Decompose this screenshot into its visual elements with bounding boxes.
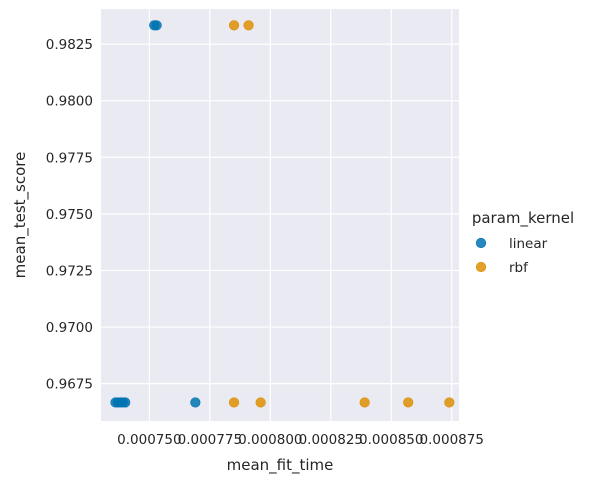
legend-label-rbf: rbf: [509, 260, 529, 276]
legend-marker-rbf: [475, 261, 487, 273]
x-tick-label: 0.000775: [178, 432, 242, 448]
data-point-rbf: [403, 397, 414, 408]
data-point-rbf: [359, 397, 370, 408]
x-tick-label: 0.000825: [299, 432, 363, 448]
data-point-rbf: [228, 20, 240, 31]
x-tick-label: 0.000800: [238, 432, 302, 448]
y-tick-label: 0.9725: [46, 263, 93, 279]
x-axis-ticks: 0.0007500.0007750.0008000.0008250.000850…: [117, 432, 484, 448]
y-axis-ticks: 0.9675 0.9700 0.9725 0.9750 0.9775 0.9800 0.98…: [46, 37, 93, 393]
data-points: [110, 20, 455, 408]
x-tick-label: 0.000850: [359, 432, 423, 448]
x-tick-label: 0.000875: [420, 432, 484, 448]
y-axis-label: mean_test_score: [11, 152, 30, 279]
y-tick-label: 0.9825: [46, 37, 93, 53]
plot-area: [101, 9, 459, 421]
x-axis-label: mean_fit_time: [227, 456, 334, 475]
data-point-rbf: [228, 397, 240, 408]
y-tick-label: 0.9750: [46, 207, 93, 223]
y-tick-label: 0.9675: [46, 377, 93, 393]
data-point-linear: [120, 397, 131, 408]
x-tick-label: 0.000750: [117, 432, 181, 448]
grid: [101, 9, 459, 421]
data-point-rbf: [255, 397, 266, 408]
legend: param_kernel linear rbf: [472, 209, 574, 276]
y-tick-label: 0.9775: [46, 150, 93, 166]
y-tick-label: 0.9700: [46, 320, 93, 336]
data-point-linear: [151, 20, 162, 31]
data-point-rbf: [243, 20, 254, 31]
legend-label-linear: linear: [509, 236, 548, 252]
y-tick-label: 0.9800: [46, 94, 93, 110]
legend-title: param_kernel: [472, 209, 574, 228]
legend-marker-linear: [475, 237, 487, 249]
data-point-linear: [190, 397, 201, 408]
data-point-rbf: [444, 397, 455, 408]
